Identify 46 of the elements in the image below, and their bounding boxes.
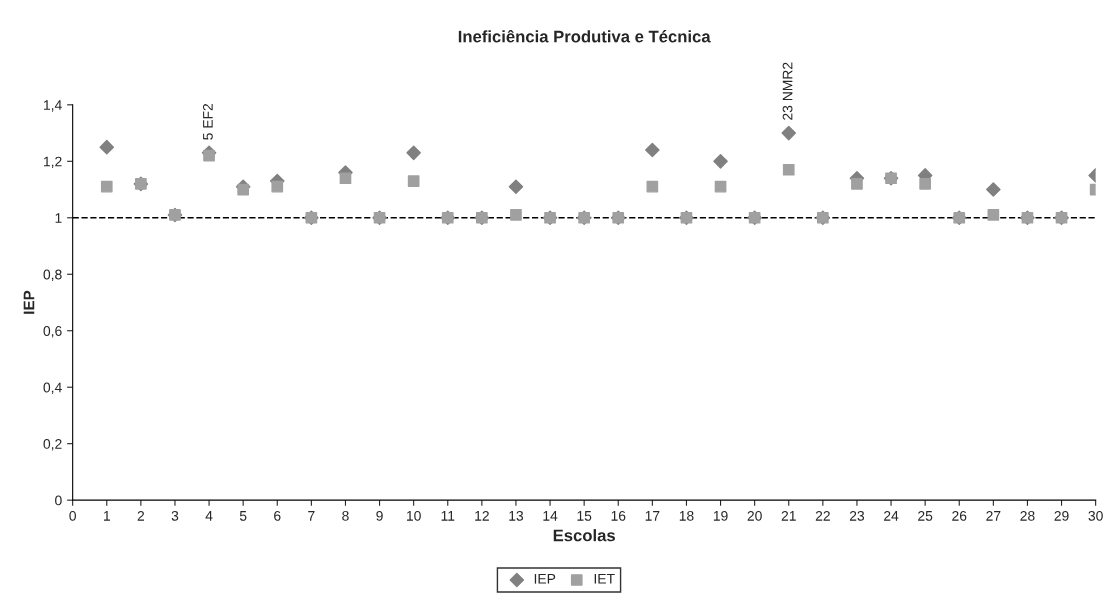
y-axis-title: IEP <box>23 290 35 314</box>
x-tick-label: 26 <box>952 510 967 521</box>
x-tick-label: 29 <box>1054 510 1069 521</box>
x-tick-label: 22 <box>815 510 830 521</box>
x-tick-label: 3 <box>171 510 179 521</box>
y-tick-label: 1,4 <box>44 100 62 112</box>
x-tick-label: 2 <box>137 510 145 521</box>
x-tick-label: 12 <box>475 510 489 521</box>
x-tick-label: 13 <box>509 510 524 521</box>
x-tick-label: 20 <box>747 510 762 521</box>
x-tick-label: 5 <box>239 511 247 521</box>
x-tick-label: 25 <box>918 510 933 521</box>
x-tick-label: 7 <box>308 511 315 521</box>
x-tick-label: 4 <box>205 511 213 521</box>
legend-label: IET <box>594 574 615 584</box>
y-tick-label: 0,8 <box>43 269 62 282</box>
y-tick-label: 0 <box>55 495 62 506</box>
legend-label: IEP <box>534 574 556 584</box>
x-axis-title: Escolas <box>553 529 615 542</box>
x-tick-label: 6 <box>274 510 281 521</box>
x-tick-label: 1 <box>103 511 110 521</box>
chart-title: Ineficiência Produtiva e Técnica <box>458 29 711 43</box>
x-tick-label: 14 <box>543 511 558 521</box>
annotation: 5 EF2 <box>202 103 213 140</box>
y-tick-label: 1,2 <box>44 156 62 169</box>
x-tick-label: 17 <box>645 511 660 521</box>
x-tick-label: 19 <box>713 510 728 521</box>
x-tick-label: 15 <box>577 511 592 521</box>
annotation: 23 NMR2 <box>782 62 793 120</box>
x-tick-label: 18 <box>679 510 694 521</box>
x-tick-label: 10 <box>407 510 421 521</box>
x-tick-label: 16 <box>611 510 626 521</box>
x-tick-label: 23 <box>849 510 865 521</box>
x-tick-label: 8 <box>342 510 349 521</box>
y-tick-label: 0,6 <box>43 326 62 338</box>
x-tick-label: 11 <box>441 511 455 521</box>
x-tick-label: 27 <box>986 510 1001 521</box>
x-tick-label: 24 <box>884 510 899 521</box>
x-tick-label: 28 <box>1020 510 1035 521</box>
x-tick-label: 0 <box>69 510 76 521</box>
x-tick-label: 21 <box>781 510 796 521</box>
y-tick-label: 0,2 <box>43 439 62 451</box>
y-tick-label: 1 <box>55 213 62 223</box>
x-tick-label: 9 <box>376 510 383 521</box>
y-tick-label: 0,4 <box>43 382 62 395</box>
x-tick-label: 30 <box>1088 510 1103 521</box>
